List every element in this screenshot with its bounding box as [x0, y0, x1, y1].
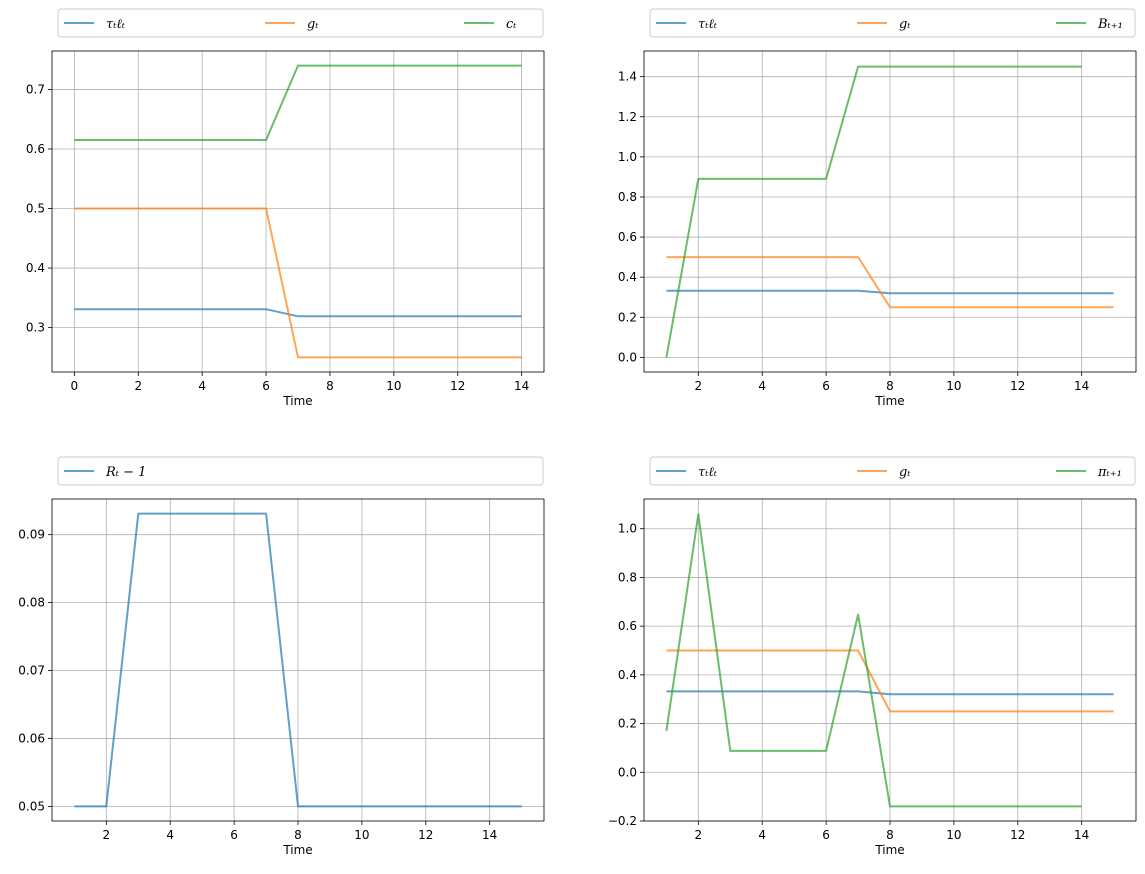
x-tick-label: 8	[886, 379, 894, 393]
y-tick-label: 0.4	[618, 270, 637, 284]
y-tick-label: 0.8	[618, 570, 637, 584]
x-tick-label: 6	[822, 379, 830, 393]
x-tick-label: 10	[946, 828, 961, 842]
x-tick-label: 8	[294, 828, 302, 842]
series-line-3	[665, 65, 1082, 358]
y-tick-label: 1.2	[618, 110, 637, 124]
x-axis-label: Time	[874, 843, 904, 857]
x-tick-label: 2	[134, 379, 142, 393]
x-tick-label: 14	[514, 379, 529, 393]
legend: Rₜ − 1	[57, 456, 544, 486]
x-tick-label: 4	[166, 828, 174, 842]
y-tick-label: 0.08	[18, 596, 45, 610]
x-tick-label: 2	[102, 828, 110, 842]
x-axis-label: Time	[282, 843, 312, 857]
y-tick-label: 0.7	[26, 82, 45, 96]
x-tick-label: 12	[418, 828, 433, 842]
x-tick-label: 8	[326, 379, 334, 393]
x-axis-label: Time	[282, 394, 312, 408]
legend-label: gₜ	[899, 465, 911, 480]
y-tick-label: 0.0	[618, 350, 637, 364]
legend-label: Bₜ₊₁	[1097, 17, 1123, 32]
x-tick-label: 4	[758, 828, 766, 842]
legend: τₜℓₜ gₜ πₜ₊₁	[649, 456, 1136, 486]
x-tick-label: 10	[354, 828, 369, 842]
x-tick-label: 12	[1010, 379, 1025, 393]
legend: τₜℓₜ gₜ Bₜ₊₁	[649, 8, 1136, 38]
x-tick-label: 6	[230, 828, 238, 842]
x-tick-label: 12	[1010, 828, 1025, 842]
y-tick-label: 0.2	[618, 310, 637, 324]
y-tick-label: 0.06	[18, 731, 45, 745]
x-tick-label: 2	[694, 379, 702, 393]
x-tick-label: 14	[1074, 828, 1089, 842]
y-tick-label: 0.8	[618, 190, 637, 204]
y-tick-label: 1.0	[618, 522, 637, 536]
subplot-1: 0 2 4 6 8 10 12 14 0.3 0.4 0.5 0.6 0.7 Time τₜℓₜ gₜ cₜ	[26, 8, 545, 408]
axes-frame	[51, 50, 545, 373]
y-tick-label: 0.6	[618, 619, 637, 633]
series-line-3	[665, 513, 1082, 808]
legend-label: cₜ	[506, 17, 517, 32]
subplot-4: 2 4 6 8 10 12 14 −0.2 0.0 0.2 0.4 0.6 0.8 1.0 Time τₜℓₜ…	[608, 456, 1137, 857]
legend-box	[57, 456, 544, 486]
series-line-1	[666, 690, 1114, 696]
x-axis-label: Time	[874, 394, 904, 408]
legend-label: gₜ	[899, 17, 911, 32]
legend-label: τₜℓₜ	[698, 17, 718, 32]
y-tick-label: 0.6	[618, 230, 637, 244]
y-tick-label: 0.3	[26, 321, 45, 335]
axes-frame	[51, 498, 545, 822]
y-tick-label: 0.4	[26, 261, 45, 275]
y-tick-label: 0.4	[618, 668, 637, 682]
y-tick-label: 0.5	[26, 202, 45, 216]
legend-label: τₜℓₜ	[106, 17, 126, 32]
x-tick-label: 6	[822, 828, 830, 842]
y-tick-label: −0.2	[608, 814, 637, 828]
y-tick-label: 0.6	[26, 142, 45, 156]
y-tick-label: 0.2	[618, 717, 637, 731]
series-line-2	[666, 649, 1114, 713]
series-line-2	[74, 207, 522, 359]
x-tick-label: 4	[758, 379, 766, 393]
legend-box	[57, 8, 544, 38]
y-tick-label: 1.0	[618, 150, 637, 164]
legend-label: Rₜ − 1	[105, 465, 146, 480]
legend-box	[649, 456, 1136, 486]
x-tick-label: 12	[450, 379, 465, 393]
series-line-3	[74, 64, 522, 141]
series-line-1	[74, 512, 522, 808]
series-line-1	[666, 289, 1114, 295]
subplot-2: 2 4 6 8 10 12 14 0.0 0.2 0.4 0.6 0.8 1.0 1.2 1.4 Time τₜ…	[618, 8, 1137, 408]
legend-label: τₜℓₜ	[698, 465, 718, 480]
y-tick-label: 0.05	[18, 799, 45, 813]
axes-frame	[643, 498, 1137, 822]
legend-label: gₜ	[307, 17, 319, 32]
x-tick-label: 2	[694, 828, 702, 842]
legend-label: πₜ₊₁	[1097, 465, 1122, 480]
subplot-3: 2 4 6 8 10 12 14 0.05 0.06 0.07 0.08 0.09 Time Rₜ − 1	[18, 456, 545, 857]
series-line-2	[666, 256, 1114, 309]
x-tick-label: 8	[886, 828, 894, 842]
x-tick-label: 14	[1074, 379, 1089, 393]
series-line-1	[74, 308, 522, 318]
x-tick-label: 4	[198, 379, 206, 393]
y-tick-label: 0.07	[18, 664, 45, 678]
x-tick-label: 10	[946, 379, 961, 393]
y-tick-label: 0.09	[18, 528, 45, 542]
x-tick-label: 0	[71, 379, 79, 393]
y-tick-label: 1.4	[618, 70, 637, 84]
x-tick-label: 10	[386, 379, 401, 393]
axes-frame	[643, 50, 1137, 373]
legend-box	[649, 8, 1136, 38]
x-tick-label: 6	[262, 379, 270, 393]
x-tick-label: 14	[482, 828, 497, 842]
legend: τₜℓₜ gₜ cₜ	[57, 8, 544, 38]
y-tick-label: 0.0	[618, 765, 637, 779]
